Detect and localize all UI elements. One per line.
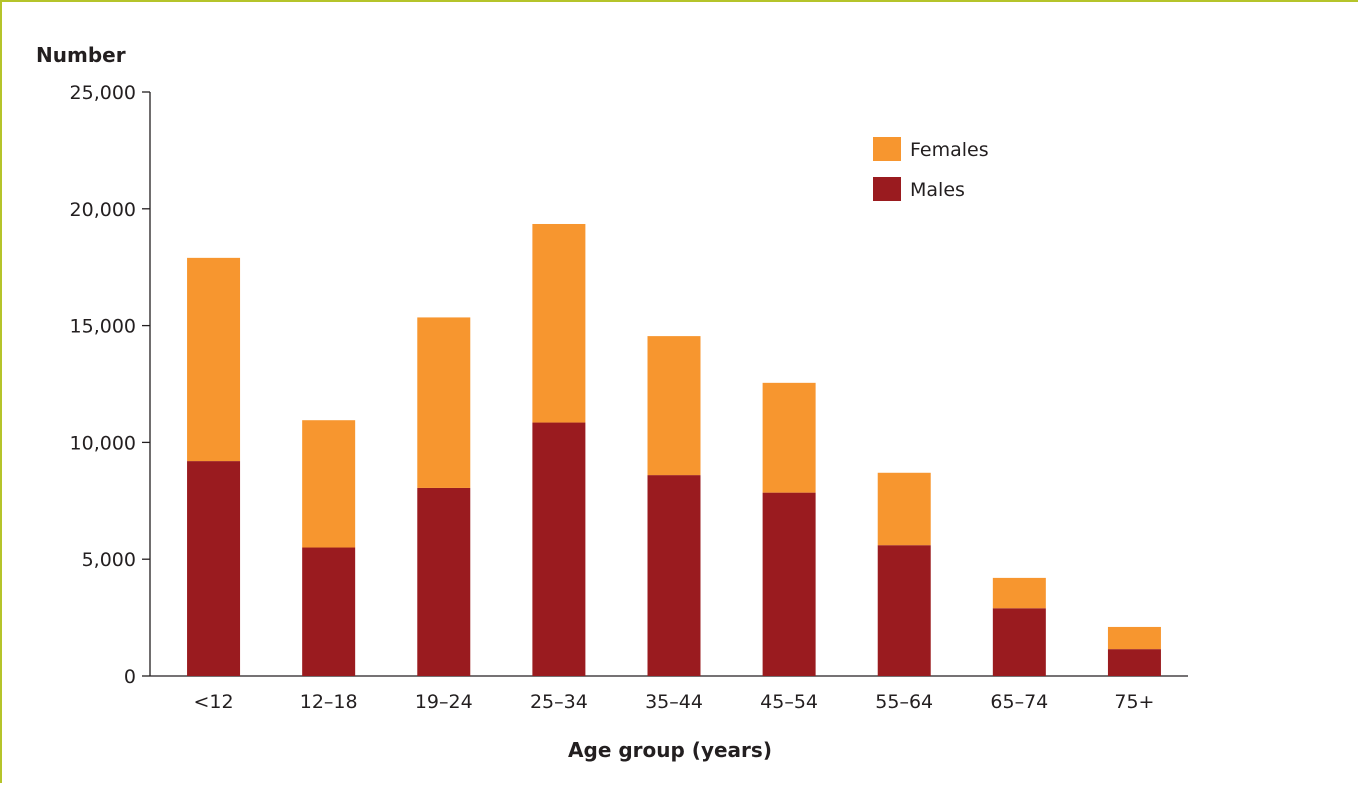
bar-females-5 — [762, 382, 816, 493]
y-tick-label: 10,000 — [70, 432, 136, 454]
x-tick-label: 75+ — [1114, 691, 1154, 713]
bar-females-7 — [992, 577, 1046, 609]
y-axis: 0 5,000 10,000 15,000 20,000 25,000 — [70, 82, 151, 688]
legend-label-females: Females — [910, 139, 989, 161]
bar-females-2 — [417, 317, 471, 488]
x-tick-label: 45–54 — [760, 691, 818, 713]
legend-label-males: Males — [910, 179, 965, 201]
bar-females-6 — [877, 472, 931, 546]
y-tick-label: 25,000 — [70, 82, 136, 104]
y-axis-title: Number — [36, 43, 126, 67]
bars — [187, 223, 1161, 676]
legend-swatch-females — [873, 137, 901, 161]
x-tick-label: 65–74 — [990, 691, 1048, 713]
bar-males-2 — [417, 487, 471, 676]
bar-females-4 — [647, 336, 701, 476]
y-tick-label: 5,000 — [82, 549, 136, 571]
bar-males-3 — [532, 422, 586, 676]
x-tick-label: 55–64 — [875, 691, 933, 713]
bar-males-1 — [302, 547, 356, 676]
bar-males-8 — [1107, 649, 1161, 676]
x-tick-label: <12 — [194, 691, 234, 713]
bar-females-1 — [302, 420, 356, 548]
bar-males-4 — [647, 475, 701, 676]
bar-males-0 — [187, 461, 241, 676]
x-tick-label: 12–18 — [300, 691, 358, 713]
x-tick-label: 25–34 — [530, 691, 588, 713]
bar-females-0 — [187, 257, 241, 462]
bar-females-3 — [532, 223, 586, 423]
y-tick-label: 20,000 — [70, 199, 136, 221]
x-tick-label: 19–24 — [415, 691, 473, 713]
x-axis: <12 12–18 19–24 25–34 35–44 45–54 55–64 65–74 75… — [150, 675, 1188, 713]
bar-males-6 — [877, 545, 931, 676]
y-tick-label: 15,000 — [70, 316, 136, 338]
y-tick-label: 0 — [124, 666, 136, 688]
bar-males-5 — [762, 492, 816, 676]
bar-males-7 — [992, 608, 1046, 676]
legend-swatch-males — [873, 177, 901, 201]
legend: Females Males — [873, 137, 989, 201]
x-tick-label: 35–44 — [645, 691, 703, 713]
x-axis-title: Age group (years) — [568, 738, 772, 762]
bar-females-8 — [1107, 626, 1161, 650]
